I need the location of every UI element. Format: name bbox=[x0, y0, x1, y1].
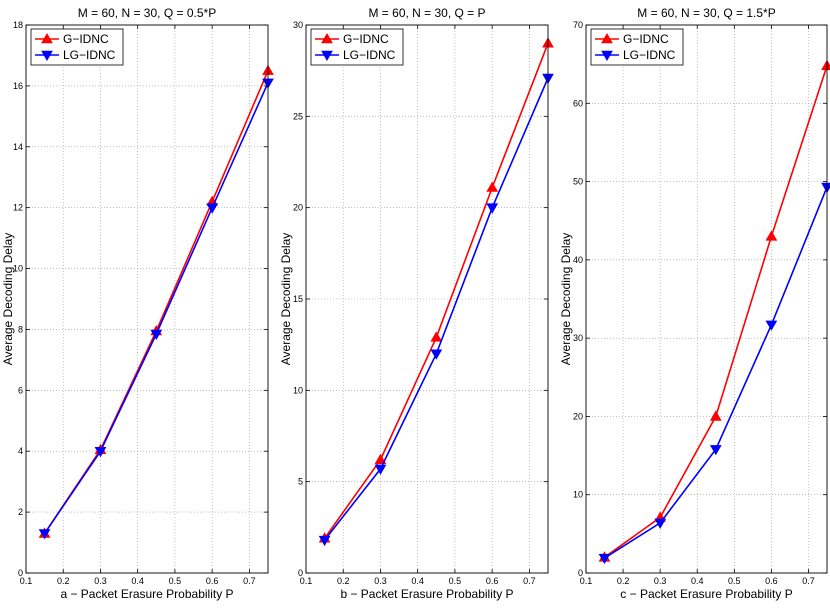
legend-marker-lg-idnc bbox=[601, 50, 613, 62]
data-point-g-idnc bbox=[765, 230, 778, 241]
data-point-lg-idnc bbox=[709, 445, 722, 456]
chart-panel-3: 0.1 0.2 0.3 0.4 0.5 0.6 0.7 0 10 20 30 40 50 60 70 G−ID… bbox=[559, 6, 830, 601]
y-axis-label: Average Decoding Delay bbox=[559, 233, 573, 366]
y-axis-label: Average Decoding Delay bbox=[279, 233, 293, 366]
x-tick-label: 0.5 bbox=[449, 576, 462, 586]
y-tick-label: 20 bbox=[293, 203, 303, 213]
plot-area bbox=[26, 25, 268, 573]
x-axis-label: b − Packet Erasure Probability P bbox=[340, 587, 513, 601]
x-axis-label: c − Packet Erasure Probability P bbox=[620, 587, 792, 601]
x-tick-label: 0.2 bbox=[617, 576, 630, 586]
chart-title: M = 60, N = 30, Q = 1.5*P bbox=[637, 6, 775, 20]
data-point-lg-idnc bbox=[94, 447, 107, 458]
data-point-lg-idnc bbox=[150, 329, 163, 341]
legend-marker-g-idnc bbox=[601, 32, 613, 44]
legend-marker-g-idnc bbox=[321, 32, 333, 44]
x-axis-label: a − Packet Erasure Probability P bbox=[60, 587, 233, 601]
chart-panel-1: 0.1 0.2 0.3 0.4 0.5 0.6 0.7 0 2 4 6 8 10 12 14 16 18 G−ID… bbox=[1, 6, 274, 601]
x-tick-label: 0.1 bbox=[20, 576, 33, 586]
y-axis-label: Average Decoding Delay bbox=[1, 233, 15, 366]
y-tick-label: 0 bbox=[298, 568, 303, 578]
legend-label-lg-idnc: LG−IDNC bbox=[623, 48, 676, 62]
y-tick-label: 25 bbox=[293, 111, 303, 121]
y-tick-label: 30 bbox=[293, 20, 303, 30]
y-tick-label: 10 bbox=[13, 264, 23, 274]
data-point-lg-idnc bbox=[318, 535, 331, 547]
legend-label-g-idnc: G−IDNC bbox=[343, 32, 389, 46]
axes-frame bbox=[305, 24, 549, 574]
y-tick-label: 16 bbox=[13, 81, 23, 91]
y-tick-label: 0 bbox=[578, 568, 583, 578]
data-point-lg-idnc bbox=[206, 203, 219, 214]
data-point-g-idnc bbox=[486, 181, 499, 192]
y-tick-label: 18 bbox=[13, 20, 23, 30]
chart-title: M = 60, N = 30, Q = 0.5*P bbox=[78, 6, 216, 20]
legend-label-g-idnc: G−IDNC bbox=[623, 32, 669, 46]
data-point-lg-idnc bbox=[486, 203, 499, 214]
x-tick-label: 0.2 bbox=[57, 576, 70, 586]
x-tick-label: 0.4 bbox=[131, 576, 144, 586]
plot-area bbox=[586, 25, 827, 573]
x-tick-label: 0.6 bbox=[206, 576, 219, 586]
y-tick-label: 14 bbox=[13, 142, 23, 152]
axes-frame bbox=[25, 24, 269, 574]
legend-label-lg-idnc: LG−IDNC bbox=[343, 48, 396, 62]
x-tick-label: 0.5 bbox=[169, 576, 182, 586]
legend-label-lg-idnc: LG−IDNC bbox=[63, 48, 116, 62]
y-tick-label: 4 bbox=[18, 446, 23, 456]
data-point-g-idnc bbox=[430, 331, 443, 342]
y-tick-label: 10 bbox=[293, 385, 303, 395]
x-tick-label: 0.3 bbox=[374, 576, 387, 586]
y-tick-label: 60 bbox=[573, 98, 583, 108]
y-tick-label: 70 bbox=[573, 20, 583, 30]
x-tick-label: 0.6 bbox=[486, 576, 499, 586]
y-tick-label: 5 bbox=[298, 477, 303, 487]
y-tick-label: 6 bbox=[18, 385, 23, 395]
data-point-lg-idnc bbox=[654, 518, 667, 529]
y-tick-label: 30 bbox=[573, 333, 583, 343]
x-tick-label: 0.4 bbox=[691, 576, 704, 586]
y-tick-label: 15 bbox=[293, 294, 303, 304]
data-point-lg-idnc bbox=[430, 349, 443, 360]
legend-marker-g-idnc bbox=[41, 32, 53, 44]
x-tick-label: 0.7 bbox=[243, 576, 256, 586]
y-tick-label: 8 bbox=[18, 324, 23, 334]
chart-panel-2: 0.1 0.2 0.3 0.4 0.5 0.6 0.7 0 5 10 15 20 25 30 G−IDNC L… bbox=[279, 6, 554, 601]
legend-marker-lg-idnc bbox=[41, 50, 53, 62]
data-point-lg-idnc bbox=[598, 553, 611, 565]
y-tick-label: 40 bbox=[573, 255, 583, 265]
data-point-lg-idnc bbox=[374, 464, 387, 475]
data-point-g-idnc bbox=[374, 453, 387, 464]
data-point-g-idnc bbox=[709, 410, 722, 421]
x-tick-label: 0.4 bbox=[411, 576, 424, 586]
x-tick-label: 0.5 bbox=[728, 576, 741, 586]
x-tick-label: 0.3 bbox=[94, 576, 107, 586]
axes-frame bbox=[585, 24, 828, 574]
data-point-lg-idnc bbox=[765, 320, 778, 331]
chart-title: M = 60, N = 30, Q = P bbox=[368, 6, 485, 20]
x-tick-label: 0.1 bbox=[580, 576, 593, 586]
y-tick-label: 12 bbox=[13, 203, 23, 213]
y-tick-label: 2 bbox=[18, 507, 23, 517]
x-tick-label: 0.7 bbox=[523, 576, 536, 586]
y-tick-label: 10 bbox=[573, 490, 583, 500]
y-tick-label: 20 bbox=[573, 411, 583, 421]
x-tick-label: 0.2 bbox=[337, 576, 350, 586]
data-point-lg-idnc bbox=[38, 529, 51, 540]
legend-marker-lg-idnc bbox=[321, 50, 333, 62]
legend-label-g-idnc: G−IDNC bbox=[63, 32, 109, 46]
x-tick-label: 0.6 bbox=[765, 576, 778, 586]
y-tick-label: 50 bbox=[573, 177, 583, 187]
x-tick-label: 0.1 bbox=[300, 576, 313, 586]
x-tick-label: 0.3 bbox=[654, 576, 667, 586]
x-tick-label: 0.7 bbox=[802, 576, 815, 586]
y-tick-label: 0 bbox=[18, 568, 23, 578]
